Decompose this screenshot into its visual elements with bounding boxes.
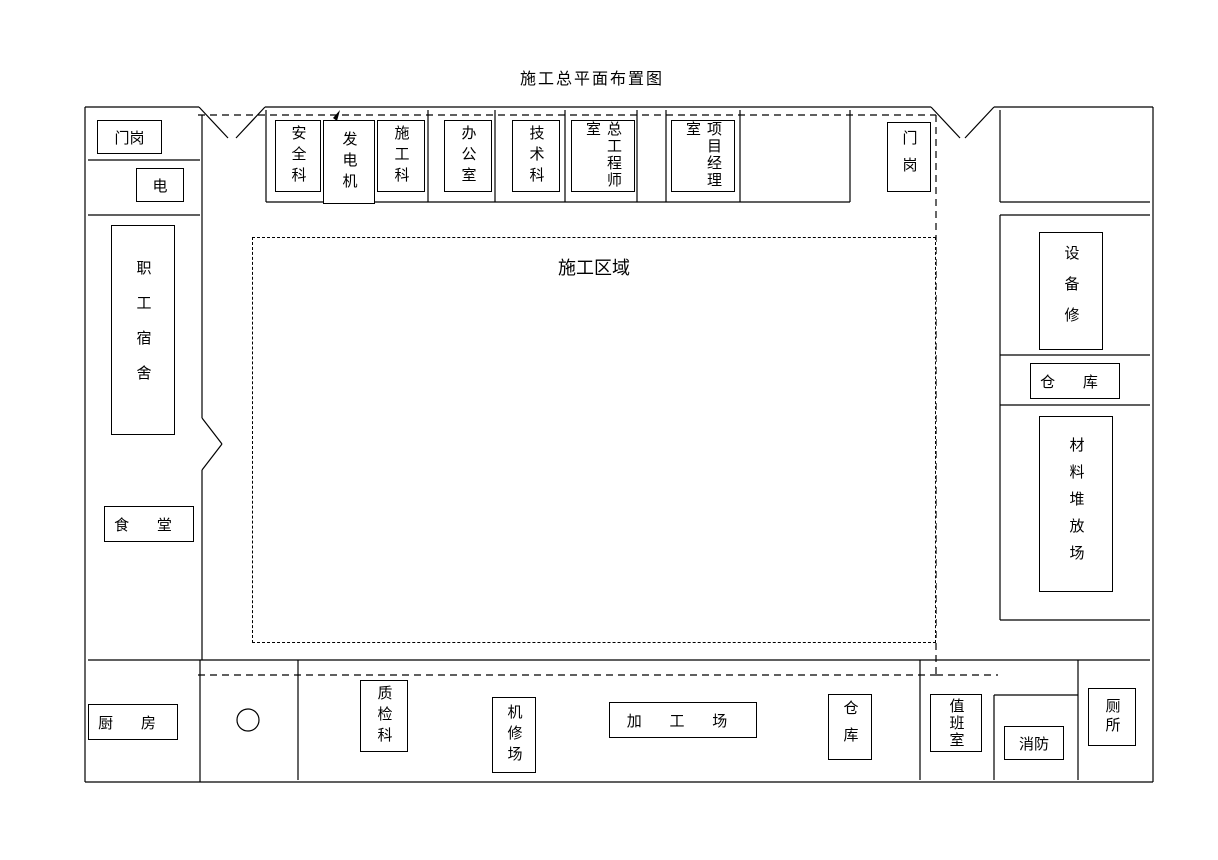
construction-zone-label: 施工区域: [558, 254, 630, 280]
room-project-manager: 项目经理室: [671, 120, 735, 192]
room-chief-engineer: 总工程师室: [571, 120, 635, 192]
room-toilet: 厕所: [1088, 688, 1136, 746]
room-equipment-repair: 设备修: [1039, 232, 1103, 350]
room-warehouse-right: 仓 库: [1030, 363, 1120, 399]
room-safety: 安全科: [275, 120, 321, 192]
room-canteen: 食 堂: [104, 506, 194, 542]
room-duty: 值班室: [930, 694, 982, 752]
room-generator: 发电机: [323, 120, 375, 204]
room-electric: 电: [136, 168, 184, 202]
room-material-yard: 材料堆放场: [1039, 416, 1113, 592]
room-office: 办公室: [444, 120, 492, 192]
room-qc: 质检科: [360, 680, 408, 752]
room-kitchen: 厨 房: [88, 704, 178, 740]
room-gate-top-left: 门岗: [97, 120, 162, 154]
room-construction-dept: 施工科: [377, 120, 425, 192]
room-machine-repair: 机修场: [492, 697, 536, 773]
room-dormitory: 职工宿舍: [111, 225, 175, 435]
room-processing-yard: 加 工 场: [609, 702, 757, 738]
room-fire: 消防: [1004, 726, 1064, 760]
construction-zone: 施工区域: [252, 237, 936, 643]
room-tech: 技术科: [512, 120, 560, 192]
floor-plan-diagram: 施工总平面布置图 施工区域 门岗 电 职工宿舍 食 堂 厨 房 安全科 发电机 …: [0, 0, 1218, 860]
room-gate-top-right: 门岗: [887, 122, 931, 192]
room-warehouse-bottom: 仓库: [828, 694, 872, 760]
